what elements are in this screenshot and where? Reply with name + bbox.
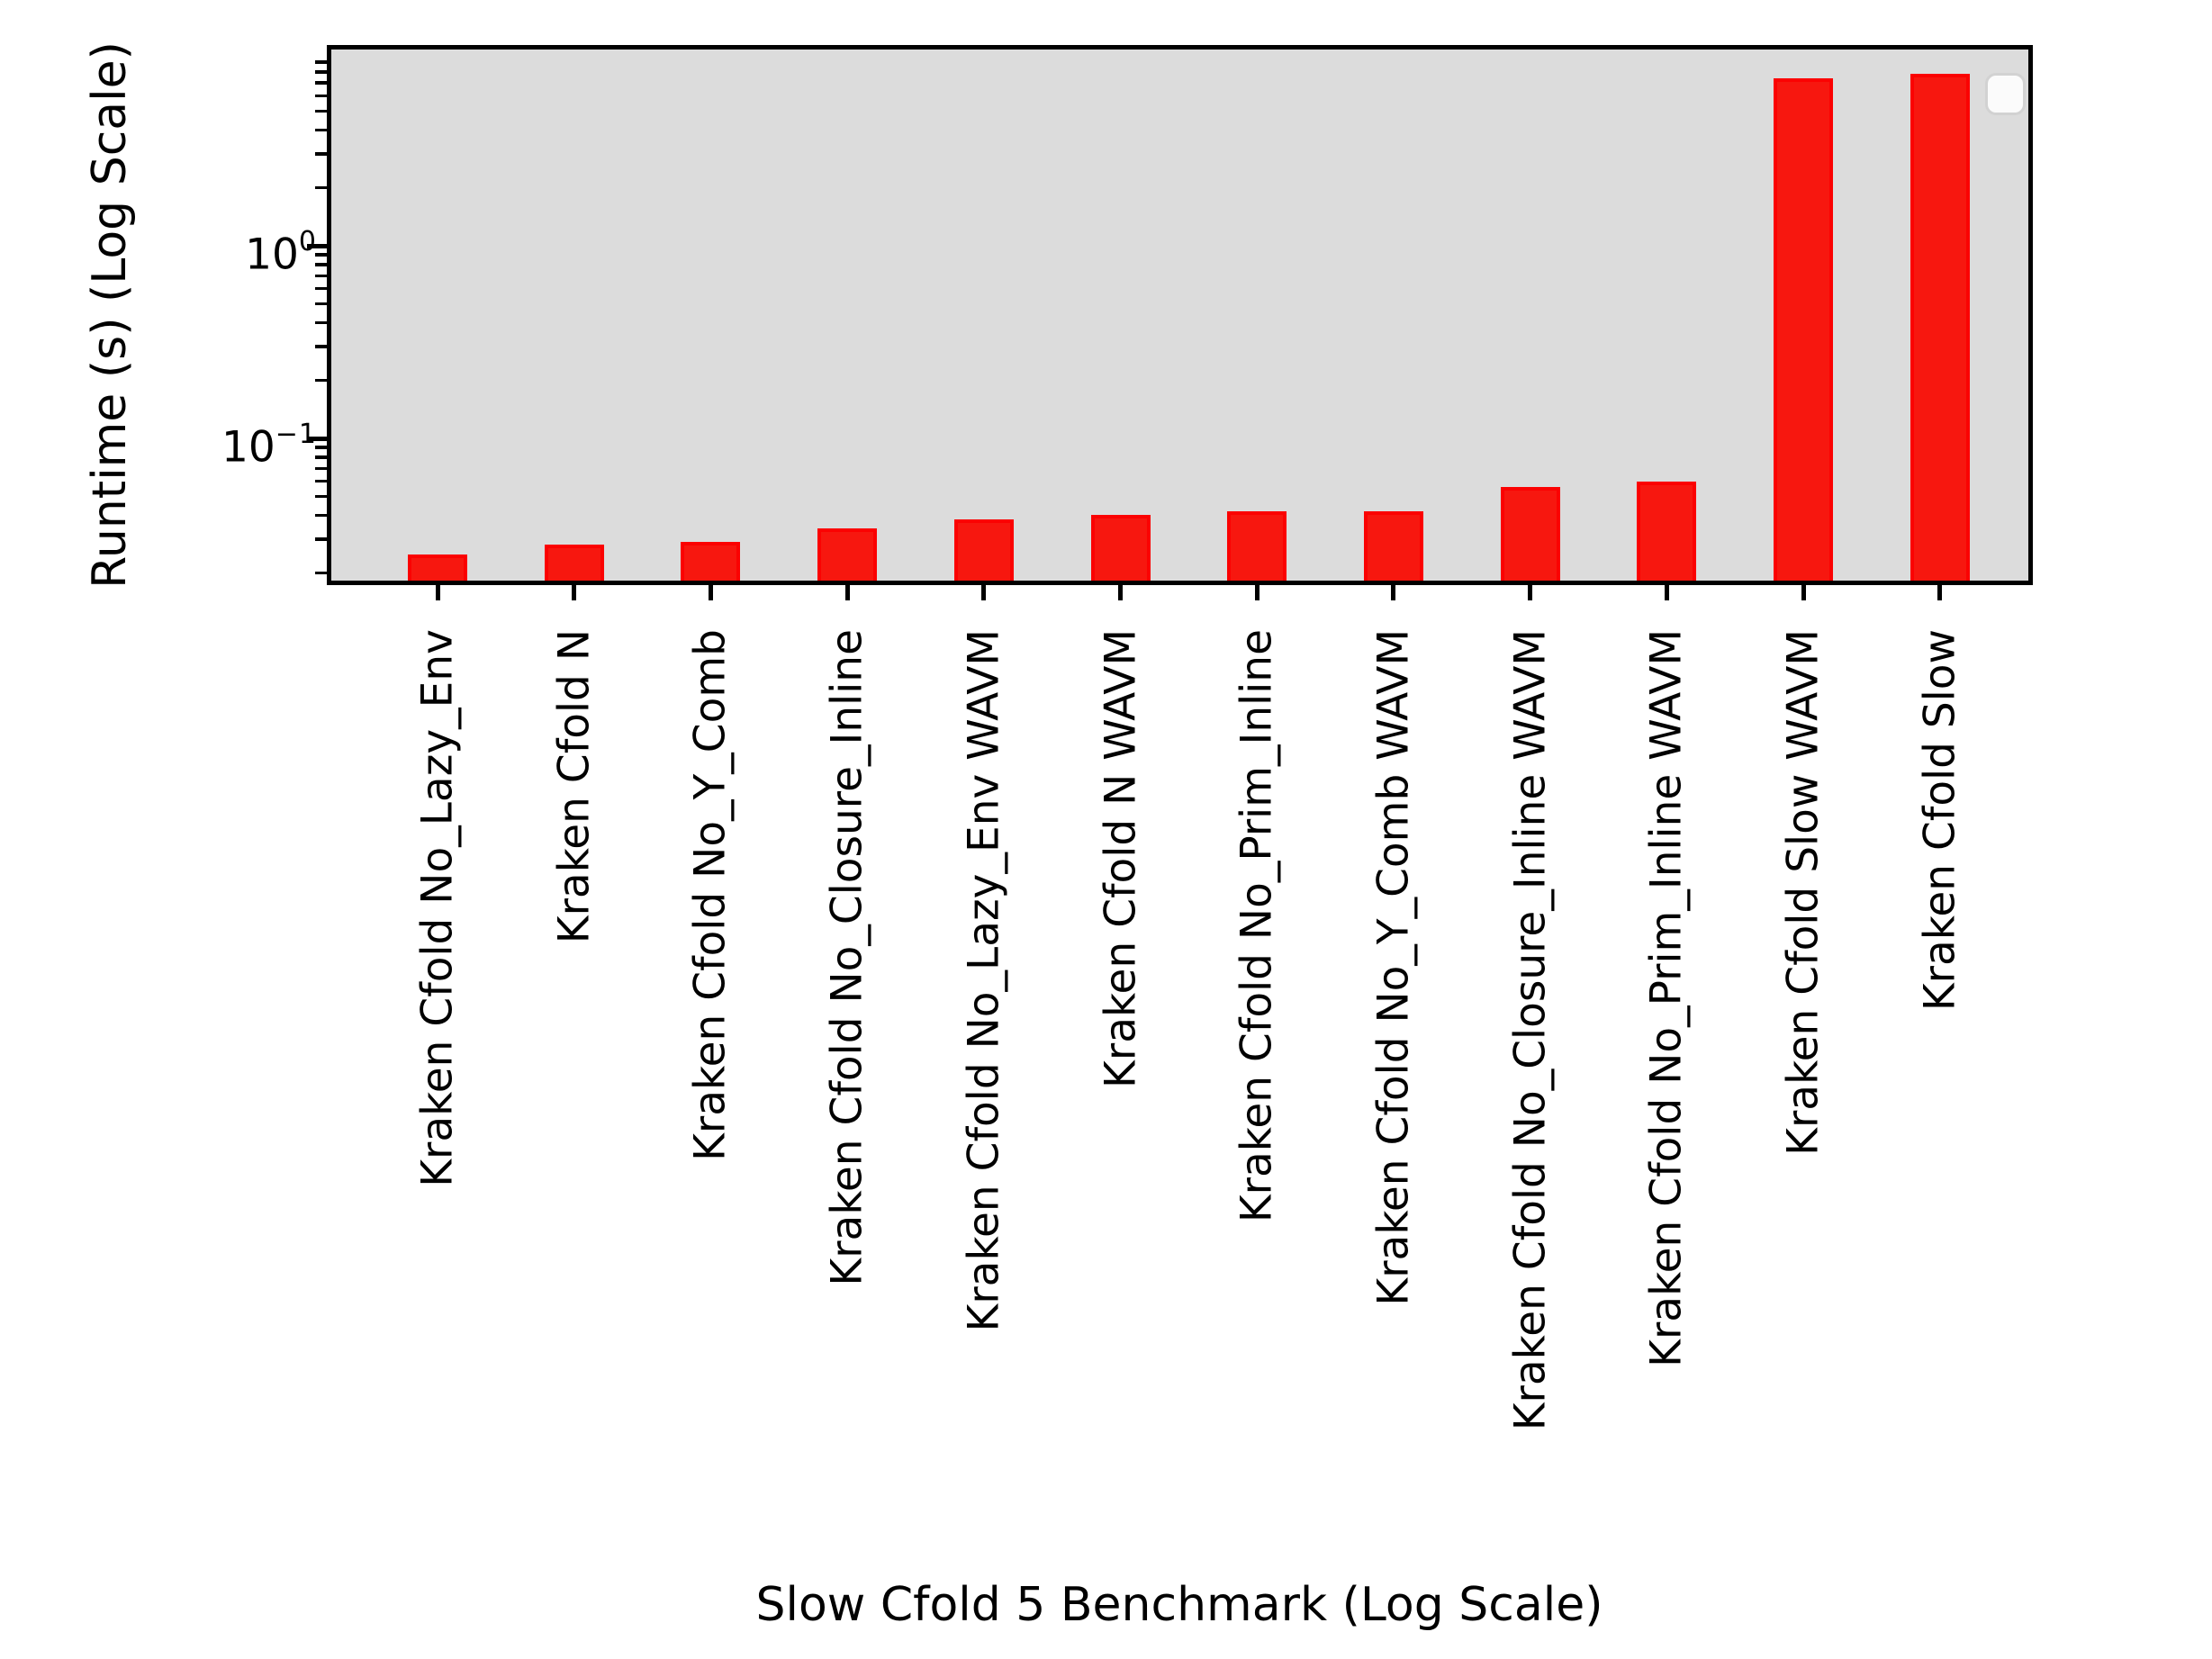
y-minor-tick bbox=[315, 81, 327, 85]
x-tick-label: Kraken Cfold N WAVM bbox=[1095, 629, 1145, 1088]
x-tick bbox=[1118, 581, 1123, 600]
y-minor-tick bbox=[315, 345, 327, 348]
x-tick-label: Kraken Cfold No_Prim_Inline WAVM bbox=[1641, 629, 1692, 1367]
plot-area: Kraken Cfold No_Lazy_Env Kraken Cfold N Kr… bbox=[307, 50, 2028, 1430]
bar bbox=[681, 542, 741, 581]
y-minor-tick bbox=[315, 274, 327, 278]
bar bbox=[1090, 515, 1151, 581]
bar bbox=[1774, 78, 1833, 581]
x-tick bbox=[1937, 581, 1943, 600]
x-tick-label: Kraken Cfold Slow bbox=[1915, 629, 1965, 1012]
x-tick-label: Kraken Cfold No_Prim_Inline bbox=[1232, 629, 1282, 1223]
x-tick-label: Kraken Cfold N bbox=[549, 629, 600, 944]
y-minor-tick bbox=[315, 320, 327, 325]
y-minor-tick bbox=[315, 263, 327, 266]
x-tick bbox=[981, 581, 987, 600]
y-minor-tick bbox=[315, 494, 327, 499]
x-tick bbox=[1664, 581, 1669, 600]
x-tick-label: Kraken Cfold No_Lazy_Env bbox=[412, 629, 463, 1187]
x-tick bbox=[1801, 581, 1806, 600]
bar bbox=[953, 519, 1014, 581]
y-minor-tick bbox=[315, 446, 327, 449]
x-tick-label: Kraken Cfold No_Y_Comb WAVM bbox=[1368, 629, 1419, 1306]
y-minor-tick bbox=[315, 466, 327, 471]
y-tick-label: 10−1 bbox=[221, 419, 317, 473]
bar bbox=[817, 528, 878, 581]
legend-box bbox=[1985, 73, 2026, 115]
x-tick bbox=[1528, 581, 1533, 600]
bar bbox=[1910, 74, 1970, 581]
bar bbox=[408, 555, 467, 581]
y-minor-tick bbox=[315, 94, 327, 98]
y-minor-tick bbox=[315, 537, 327, 541]
y-tick-label: 100 bbox=[245, 226, 317, 280]
x-tick bbox=[572, 581, 577, 600]
y-minor-tick bbox=[315, 455, 327, 459]
y-minor-tick bbox=[315, 185, 327, 190]
y-minor-tick bbox=[315, 479, 327, 483]
x-tick-label: Kraken Cfold No_Closure_Inline bbox=[822, 629, 872, 1286]
x-tick bbox=[844, 581, 850, 600]
y-minor-tick bbox=[315, 253, 327, 257]
y-minor-tick bbox=[315, 513, 327, 518]
y-major-tick bbox=[307, 436, 327, 441]
plot-area-frame bbox=[327, 45, 2033, 585]
x-tick bbox=[708, 581, 713, 600]
bar bbox=[1227, 510, 1287, 581]
x-tick-label: Kraken Cfold No_Lazy_Env WAVM bbox=[959, 629, 1009, 1332]
bar bbox=[1363, 510, 1423, 581]
x-tick bbox=[1254, 581, 1259, 600]
y-minor-tick bbox=[315, 70, 327, 74]
y-minor-tick bbox=[315, 128, 327, 131]
x-tick-label: Kraken Cfold No_Y_Comb bbox=[685, 629, 736, 1161]
x-tick bbox=[435, 581, 440, 600]
y-major-tick bbox=[307, 243, 327, 248]
y-minor-tick bbox=[315, 302, 327, 306]
x-tick-label: Kraken Cfold No_Closure_Inline WAVM bbox=[1504, 629, 1555, 1431]
y-minor-tick bbox=[315, 378, 327, 383]
y-minor-tick bbox=[315, 60, 327, 64]
y-minor-tick bbox=[315, 286, 327, 291]
bar bbox=[1637, 481, 1697, 581]
y-minor-tick bbox=[315, 571, 327, 575]
bar bbox=[1500, 487, 1560, 581]
x-axis-label: Slow Cfold 5 Benchmark (Log Scale) bbox=[755, 1578, 1603, 1632]
x-tick bbox=[1391, 581, 1396, 600]
y-minor-tick bbox=[315, 109, 327, 113]
x-tick-label: Kraken Cfold Slow WAVM bbox=[1778, 629, 1828, 1156]
bar bbox=[544, 545, 604, 581]
y-axis-label: Runtime (s) (Log Scale) bbox=[83, 41, 137, 589]
y-minor-tick bbox=[315, 152, 327, 156]
